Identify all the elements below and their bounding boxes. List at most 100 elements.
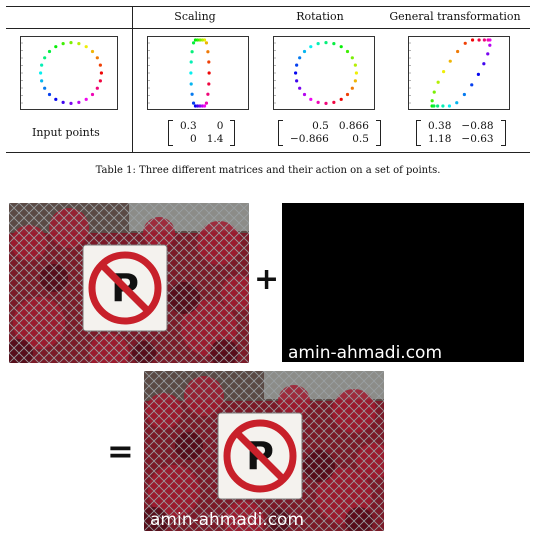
plot-rotation-svg <box>274 37 374 109</box>
data-point <box>207 60 210 63</box>
data-point <box>191 93 194 96</box>
data-point <box>309 98 312 101</box>
table-top-rule <box>6 6 530 7</box>
data-point <box>436 104 439 107</box>
data-point <box>442 70 445 73</box>
table-column-separator <box>132 6 133 153</box>
header-general-transformation: General transformation <box>385 10 525 23</box>
data-point <box>477 38 480 41</box>
data-point <box>455 101 458 104</box>
data-point <box>471 38 474 41</box>
matrix-cell: 1.18 <box>423 133 456 146</box>
data-point <box>486 38 489 41</box>
data-point <box>40 64 43 67</box>
no-parking-photo-watermarked: P <box>144 371 384 531</box>
data-point <box>488 44 491 47</box>
data-point <box>332 101 335 104</box>
matrix-cell: 0.5 <box>285 120 334 133</box>
data-point <box>43 56 46 59</box>
data-point <box>190 60 193 63</box>
plot-scaling <box>147 36 249 110</box>
data-point <box>191 50 194 53</box>
data-point <box>351 87 354 90</box>
data-point <box>298 56 301 59</box>
matrix-cell: 0 <box>202 120 229 133</box>
data-point <box>463 93 466 96</box>
data-point <box>190 82 193 85</box>
data-point <box>96 87 99 90</box>
data-point <box>91 93 94 96</box>
data-point <box>96 56 99 59</box>
data-point <box>85 45 88 48</box>
data-point <box>340 45 343 48</box>
data-point <box>486 52 489 55</box>
data-point <box>77 42 80 45</box>
data-point <box>482 62 485 65</box>
row-label-input-points: Input points <box>32 126 100 139</box>
data-point <box>85 98 88 101</box>
matrix-cell: −0.866 <box>285 133 334 146</box>
data-point <box>43 87 46 90</box>
matrix-cell: −0.63 <box>456 133 498 146</box>
matrix-scaling: 0.3 0 0 1.4 <box>168 120 235 146</box>
header-rotation: Rotation <box>275 10 365 23</box>
data-point <box>324 41 327 44</box>
matrix-cell: 0.38 <box>423 120 456 133</box>
data-point <box>303 93 306 96</box>
no-parking-sign: P <box>83 245 167 331</box>
watermark-text-overlay: amin-ahmadi.com <box>150 510 304 530</box>
data-point <box>189 71 192 74</box>
data-point <box>54 45 57 48</box>
source-photo: P <box>9 203 249 363</box>
data-point <box>62 42 65 45</box>
data-point <box>207 82 210 85</box>
data-point <box>324 102 327 105</box>
data-point <box>431 99 434 102</box>
data-point <box>340 98 343 101</box>
plot-input-points <box>20 36 118 110</box>
table-caption: Table 1: Three different matrices and th… <box>0 165 536 176</box>
data-point <box>206 93 209 96</box>
data-point <box>192 101 195 104</box>
data-point <box>433 91 436 94</box>
data-point <box>99 79 102 82</box>
table-header-rule <box>6 28 530 29</box>
data-point <box>351 56 354 59</box>
data-point <box>99 64 102 67</box>
data-point <box>77 101 80 104</box>
matrix-cell: −0.88 <box>456 120 498 133</box>
data-point <box>295 79 298 82</box>
data-point <box>91 50 94 53</box>
data-point <box>346 50 349 53</box>
plus-symbol: + <box>254 262 279 297</box>
data-point <box>205 101 208 104</box>
matrix-cell: 0.3 <box>175 120 202 133</box>
no-parking-sign: P <box>218 413 302 499</box>
data-point <box>69 41 72 44</box>
watermark-panel: amin-ahmadi.com <box>282 203 524 362</box>
data-point <box>346 93 349 96</box>
matrix-cell: 0.5 <box>334 133 374 146</box>
data-point <box>205 41 208 44</box>
data-point <box>441 104 444 107</box>
data-point <box>40 79 43 82</box>
data-point <box>208 71 211 74</box>
result-photo: P amin-ahmadi.com <box>144 371 384 531</box>
plot-general <box>408 36 510 110</box>
table-bottom-rule <box>6 152 530 153</box>
data-point <box>477 73 480 76</box>
data-point <box>48 50 51 53</box>
no-parking-photo: P <box>9 203 249 363</box>
equals-symbol: = <box>107 432 134 470</box>
data-point <box>456 50 459 53</box>
plot-general-svg <box>409 37 509 109</box>
plot-scaling-svg <box>148 37 248 109</box>
data-point <box>354 64 357 67</box>
data-point <box>309 45 312 48</box>
matrix-cell: 1.4 <box>202 133 229 146</box>
matrix-cell: 0.866 <box>334 120 374 133</box>
data-point <box>355 71 358 74</box>
data-point <box>483 38 486 41</box>
data-point <box>354 79 357 82</box>
data-point <box>206 50 209 53</box>
